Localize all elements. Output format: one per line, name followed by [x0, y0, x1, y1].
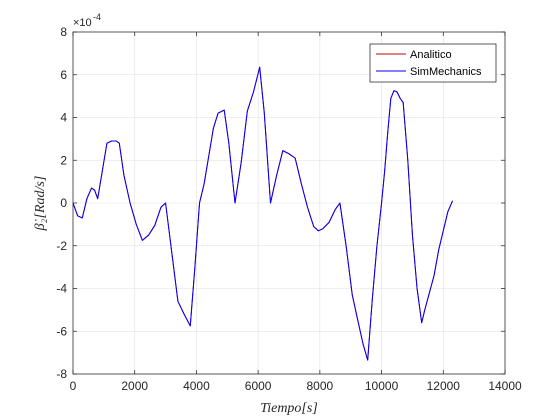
y-tick-label: -8 [56, 367, 67, 381]
legend-label-analitico: Analitico [410, 49, 452, 61]
y-exponent: ×10 -4 [73, 12, 101, 29]
series-line-simmechanics [72, 66, 453, 361]
y-tick-label: -4 [56, 282, 67, 296]
y-tick-label: -2 [56, 239, 67, 253]
x-tick-label: 14000 [488, 379, 522, 393]
x-tick-label: 4000 [183, 379, 210, 393]
y-tick-label: -6 [56, 324, 67, 338]
y-tick-label: 0 [60, 196, 67, 210]
y-tick-label: 6 [60, 68, 67, 82]
x-tick-label: 10000 [365, 379, 399, 393]
series-lines [72, 66, 453, 361]
axis-ticks [72, 31, 506, 375]
x-tick-label: 0 [70, 379, 77, 393]
y-tick-labels: -8 -6 -4 -2 0 2 4 6 8 [56, 25, 67, 381]
x-tick-label: 2000 [121, 379, 148, 393]
y-axis-label: β̇₂[Rad/s] [33, 176, 48, 232]
x-axis-label: Tiempo[s] [260, 401, 318, 416]
legend-box [369, 43, 497, 83]
legend: Analitico SimMechanics [369, 43, 497, 83]
x-tick-labels: 0 2000 4000 6000 8000 10000 12000 14000 [70, 379, 522, 393]
x-tick-label: 8000 [307, 379, 334, 393]
y-tick-label: 4 [60, 111, 67, 125]
legend-label-simmechanics: SimMechanics [410, 66, 482, 78]
x-tick-label: 6000 [245, 379, 272, 393]
y-tick-label: 8 [60, 25, 67, 39]
y-exponent-power: -4 [93, 12, 101, 22]
y-tick-label: 2 [60, 153, 67, 167]
x-tick-label: 12000 [427, 379, 461, 393]
y-exponent-base: ×10 [73, 17, 92, 29]
